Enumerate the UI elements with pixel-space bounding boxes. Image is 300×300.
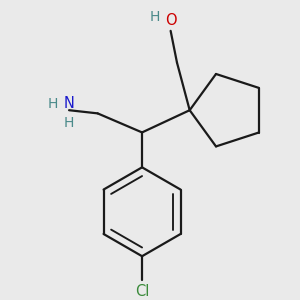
Text: H: H — [48, 97, 58, 111]
Text: Cl: Cl — [135, 284, 149, 298]
Text: H: H — [150, 10, 160, 24]
Text: H: H — [64, 116, 74, 130]
Text: N: N — [64, 96, 74, 111]
Text: O: O — [165, 13, 176, 28]
